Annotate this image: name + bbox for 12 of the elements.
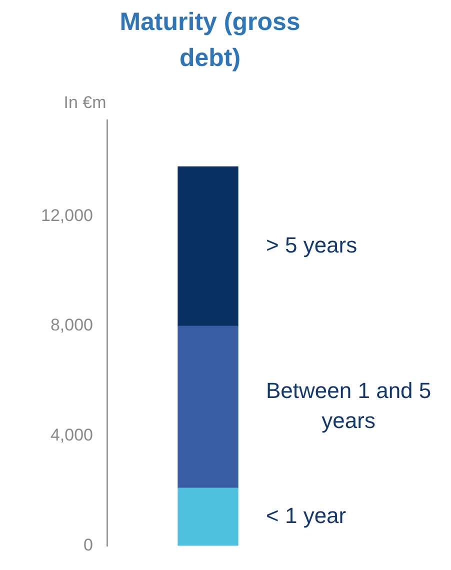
chart-title: Maturity (gross debt) — [118, 7, 302, 74]
series-label: > 5 years — [266, 232, 358, 258]
y-axis-title: In €m — [64, 93, 106, 112]
bar — [178, 488, 238, 546]
bar — [178, 326, 238, 488]
bar — [178, 166, 238, 326]
y-tick-label: 0 — [84, 535, 93, 554]
y-tick-label: 12,000 — [41, 206, 93, 225]
y-tick-label: 4,000 — [50, 426, 93, 445]
series-label: Between 1 and 5 years — [266, 378, 432, 434]
y-tick-label: 8,000 — [50, 316, 93, 335]
series-label: < 1 year — [266, 503, 346, 528]
